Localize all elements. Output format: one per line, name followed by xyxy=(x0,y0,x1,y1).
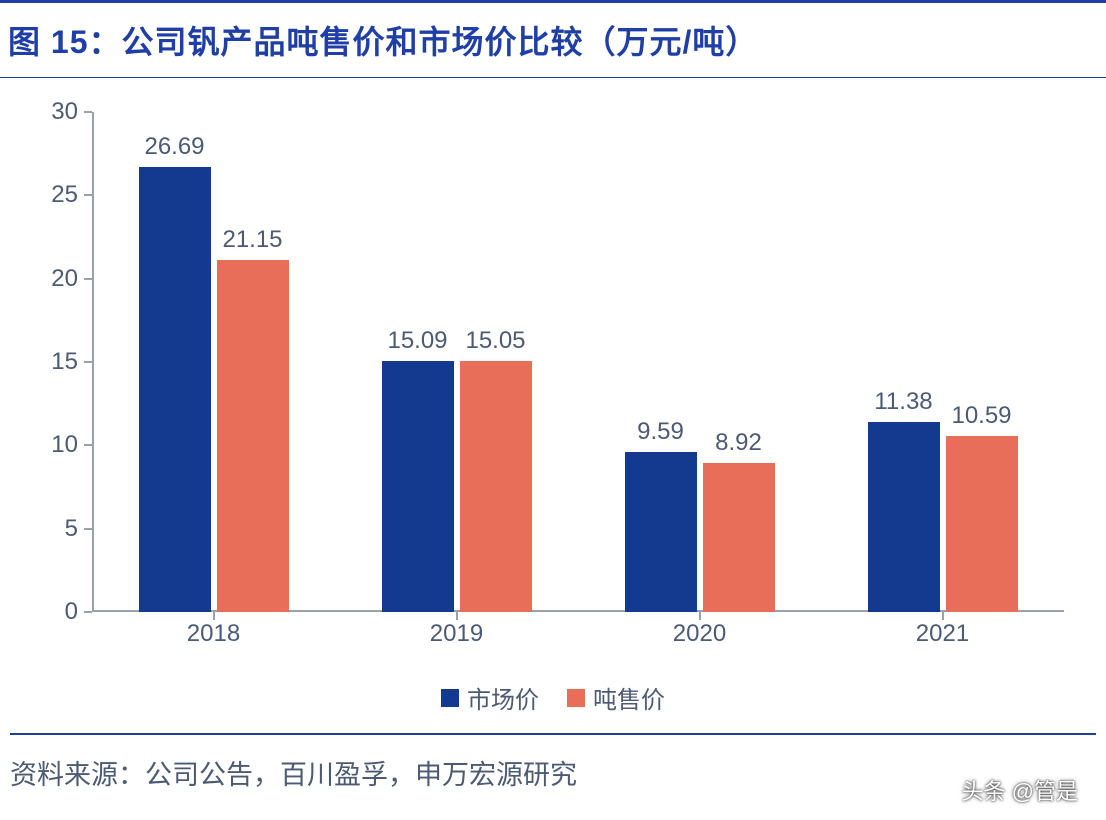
y-tick-mark xyxy=(84,278,92,280)
y-tick-label: 25 xyxy=(30,181,78,209)
x-tick-label: 2018 xyxy=(187,620,240,648)
x-tick-label: 2019 xyxy=(430,620,483,648)
legend-item: 吨售价 xyxy=(567,680,665,715)
bar-value-label: 9.59 xyxy=(637,418,684,446)
y-tick-mark xyxy=(84,444,92,446)
y-tick-label: 20 xyxy=(30,265,78,293)
watermark: 头条 @管是 xyxy=(962,774,1078,806)
bar-value-label: 26.69 xyxy=(144,133,204,161)
bar-value-label: 11.38 xyxy=(874,388,932,416)
source-text: 资料来源：公司公告，百川盈孚，申万宏源研究 xyxy=(10,760,577,790)
y-tick-label: 0 xyxy=(30,598,78,626)
bar xyxy=(703,463,775,612)
y-tick-mark xyxy=(84,111,92,113)
bar xyxy=(382,361,454,613)
x-tick-label: 2020 xyxy=(673,620,726,648)
bar xyxy=(625,452,697,612)
bar-value-label: 10.59 xyxy=(951,402,1011,430)
y-tick-mark xyxy=(84,194,92,196)
legend-swatch xyxy=(567,689,585,707)
chart-container: 051015202530 26.6921.1515.0915.059.598.9… xyxy=(30,102,1076,672)
bar xyxy=(460,361,532,612)
y-axis-line xyxy=(92,112,94,612)
x-tick-mark xyxy=(456,612,458,620)
bar-value-label: 15.05 xyxy=(465,327,525,355)
source-bar: 资料来源：公司公告，百川盈孚，申万宏源研究 xyxy=(10,733,1096,792)
y-tick-mark xyxy=(84,361,92,363)
x-tick-mark xyxy=(942,612,944,620)
bar-value-label: 15.09 xyxy=(387,327,447,355)
legend-label: 吨售价 xyxy=(593,680,665,715)
bar-value-label: 21.15 xyxy=(222,226,282,254)
y-tick-label: 10 xyxy=(30,431,78,459)
x-axis-labels: 2018 2019 2020 2021 xyxy=(92,620,1064,660)
bar xyxy=(139,167,211,612)
chart-title: 图 15：公司钒产品吨售价和市场价比较（万元/吨） xyxy=(8,17,1106,63)
x-tick-mark xyxy=(699,612,701,620)
legend-label: 市场价 xyxy=(467,680,539,715)
chart-title-bar: 图 15：公司钒产品吨售价和市场价比较（万元/吨） xyxy=(0,0,1106,78)
y-tick-mark xyxy=(84,611,92,613)
y-tick-label: 15 xyxy=(30,348,78,376)
bar xyxy=(868,422,940,612)
plot-area: 26.69 21.15 15.09 15.05 9.59 8.92 11.38 10.59 xyxy=(92,112,1064,612)
y-tick-label: 30 xyxy=(30,98,78,126)
legend-swatch xyxy=(441,689,459,707)
legend: 市场价 吨售价 xyxy=(0,680,1106,715)
bar xyxy=(217,260,289,613)
y-tick-mark xyxy=(84,528,92,530)
bar-value-label: 8.92 xyxy=(715,429,762,457)
y-tick-label: 5 xyxy=(30,515,78,543)
legend-item: 市场价 xyxy=(441,680,539,715)
bar xyxy=(946,436,1018,613)
y-axis: 051015202530 xyxy=(30,112,92,612)
x-tick-mark xyxy=(213,612,215,620)
x-tick-label: 2021 xyxy=(916,620,969,648)
